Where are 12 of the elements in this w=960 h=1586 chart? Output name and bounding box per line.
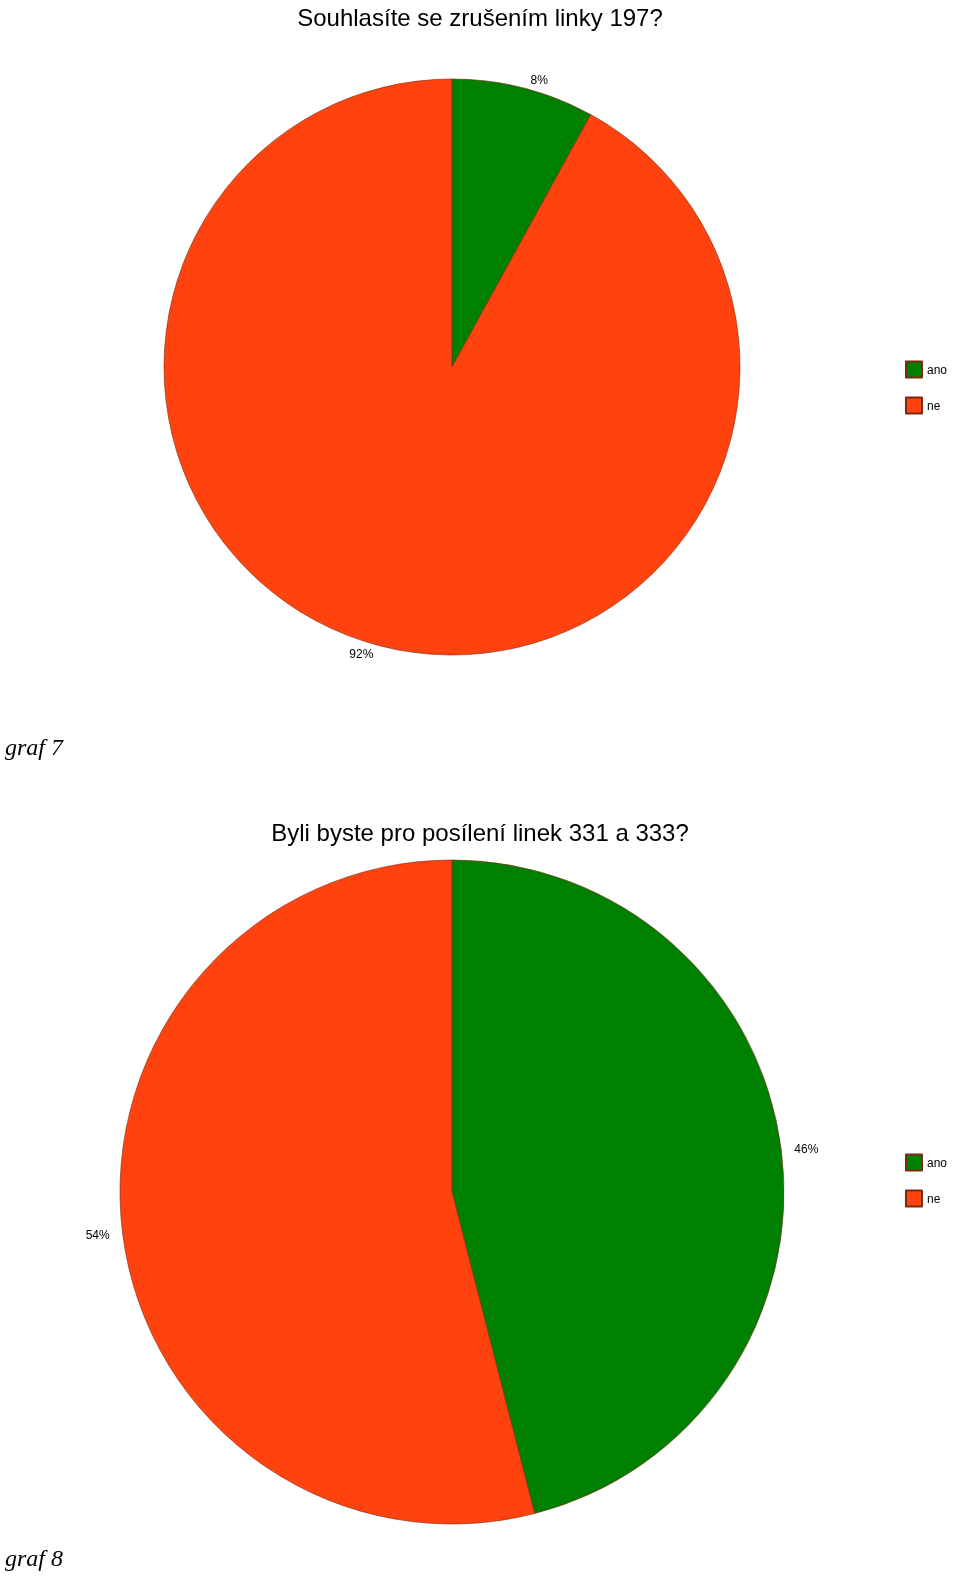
data-label: 92% bbox=[349, 646, 374, 661]
legend-label: ne bbox=[926, 1191, 941, 1206]
data-label: 46% bbox=[794, 1142, 819, 1157]
data-label: 54% bbox=[85, 1227, 110, 1242]
data-label: 8% bbox=[530, 73, 549, 88]
legend-label: ano bbox=[926, 1155, 948, 1170]
text: graf 8 bbox=[5, 1545, 64, 1571]
text: graf 7 bbox=[5, 734, 65, 760]
legend-label: ano bbox=[926, 362, 948, 377]
legend-label: ne bbox=[926, 398, 941, 413]
chart-title: Souhlasíte se zrušením linky 197? bbox=[297, 3, 663, 31]
chart-title: Byli byste pro posílení linek 331 a 333? bbox=[271, 818, 689, 846]
